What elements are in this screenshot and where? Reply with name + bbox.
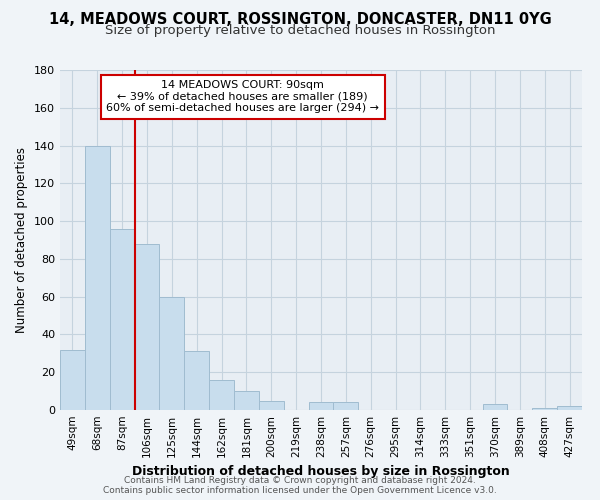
Text: Size of property relative to detached houses in Rossington: Size of property relative to detached ho… [105, 24, 495, 37]
Y-axis label: Number of detached properties: Number of detached properties [16, 147, 28, 333]
Bar [110, 228, 134, 410]
Bar [184, 352, 209, 410]
Text: 14, MEADOWS COURT, ROSSINGTON, DONCASTER, DN11 0YG: 14, MEADOWS COURT, ROSSINGTON, DONCASTER… [49, 12, 551, 28]
Text: Contains HM Land Registry data © Crown copyright and database right 2024.
Contai: Contains HM Land Registry data © Crown c… [103, 476, 497, 495]
Bar [85, 146, 110, 410]
Bar [308, 402, 334, 410]
Bar [557, 406, 582, 410]
Bar [234, 391, 259, 410]
Bar [532, 408, 557, 410]
Bar [482, 404, 508, 410]
Bar [60, 350, 85, 410]
X-axis label: Distribution of detached houses by size in Rossington: Distribution of detached houses by size … [132, 466, 510, 478]
Bar [134, 244, 160, 410]
Bar [160, 296, 184, 410]
Bar [209, 380, 234, 410]
Bar [334, 402, 358, 410]
Bar [259, 400, 284, 410]
Text: 14 MEADOWS COURT: 90sqm
← 39% of detached houses are smaller (189)
60% of semi-d: 14 MEADOWS COURT: 90sqm ← 39% of detache… [106, 80, 379, 114]
